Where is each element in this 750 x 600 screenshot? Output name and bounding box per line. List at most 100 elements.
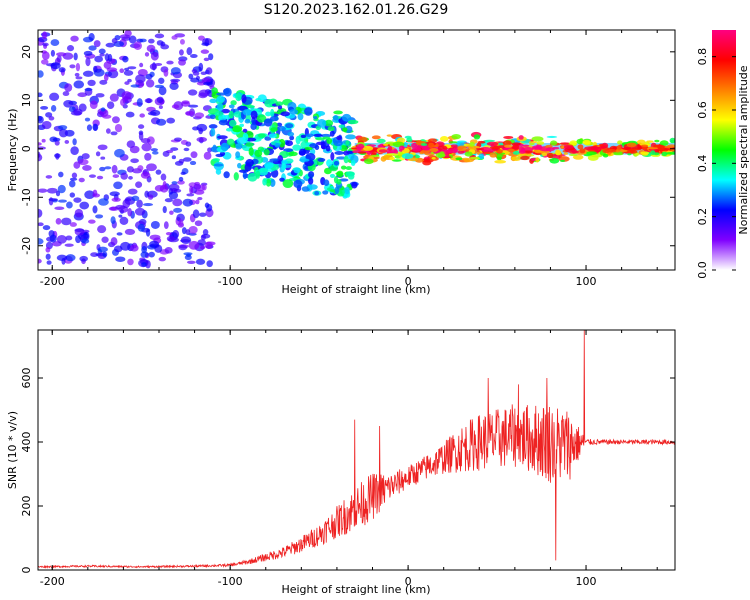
spectrogram-blob bbox=[75, 76, 83, 80]
spectrogram-blob bbox=[89, 100, 98, 110]
spectrogram-blob bbox=[48, 116, 55, 121]
spectrogram-blob bbox=[70, 110, 82, 116]
spectrogram-blob bbox=[196, 137, 208, 143]
colorbar-tick-label: 0.0 bbox=[696, 261, 709, 279]
spectrogram-blob bbox=[64, 243, 74, 247]
spectrogram-blob bbox=[75, 62, 81, 72]
spectrogram-blob bbox=[169, 210, 174, 215]
spectrogram-blob bbox=[92, 123, 99, 132]
spectrogram-blob bbox=[455, 157, 463, 161]
spectrogram-blob bbox=[640, 146, 648, 150]
spectrogram-blob bbox=[137, 223, 145, 232]
spectrogram-blob bbox=[84, 117, 91, 122]
spectrogram-y-tick-label: -10 bbox=[20, 188, 33, 206]
spectrogram-blob bbox=[135, 74, 146, 84]
spectrogram-blob bbox=[69, 177, 78, 181]
spectrogram-blob bbox=[120, 172, 128, 180]
spectrogram-blob bbox=[99, 166, 106, 172]
spectrogram-blob bbox=[95, 151, 101, 157]
spectrogram-blob bbox=[334, 151, 345, 155]
spectrogram-blob bbox=[288, 151, 298, 157]
spectrogram-blob bbox=[104, 53, 110, 62]
spectrogram-blob bbox=[119, 68, 125, 74]
spectrogram-blob bbox=[155, 118, 167, 126]
snr-x-tick-label: 0 bbox=[405, 575, 412, 588]
spectrogram-blob bbox=[313, 133, 323, 137]
spectrogram-blob bbox=[406, 137, 413, 143]
spectrogram-blob bbox=[162, 181, 167, 190]
spectrogram-blob bbox=[38, 188, 48, 193]
colorbar-ticks: 0.0 0.2 0.4 0.6 0.8 bbox=[696, 48, 736, 279]
spectrogram-blob bbox=[122, 199, 131, 209]
spectrogram-blob bbox=[364, 158, 374, 165]
spectrogram-blob bbox=[344, 125, 353, 134]
spectrogram-blob bbox=[180, 171, 186, 176]
spectrogram-blob bbox=[182, 198, 193, 207]
spectrogram-blob bbox=[576, 138, 584, 145]
spectrogram-blob bbox=[48, 198, 58, 202]
spectrogram-blob bbox=[479, 147, 492, 152]
spectrogram-blob bbox=[192, 71, 200, 76]
spectrogram-blob bbox=[58, 199, 67, 203]
spectrogram-blob bbox=[200, 234, 206, 241]
spectrogram-blob bbox=[378, 149, 388, 153]
spectrogram-blob bbox=[52, 137, 61, 142]
spectrogram-blob bbox=[42, 42, 49, 47]
spectrogram-blob bbox=[58, 128, 68, 138]
spectrogram-blob bbox=[451, 134, 462, 140]
spectrogram-blob bbox=[56, 234, 67, 244]
spectrogram-blob bbox=[82, 164, 92, 171]
spectrogram-blob bbox=[209, 114, 216, 120]
spectrogram-blob bbox=[137, 165, 144, 171]
spectrogram-blob bbox=[180, 39, 185, 45]
spectrogram-blob bbox=[46, 260, 52, 265]
spectrogram-blob bbox=[531, 136, 544, 142]
spectrogram-blob bbox=[329, 130, 335, 137]
spectrogram-blob bbox=[181, 227, 187, 235]
spectrogram-blob bbox=[136, 199, 143, 208]
spectrogram-blob bbox=[194, 220, 203, 227]
spectrogram-blob bbox=[278, 125, 286, 132]
spectrogram-blob bbox=[350, 159, 356, 166]
spectrogram-y-tick-label: 0 bbox=[20, 145, 33, 152]
spectrogram-blob bbox=[50, 49, 55, 57]
spectrogram-blob bbox=[636, 139, 646, 145]
spectrogram-blob bbox=[339, 178, 349, 182]
spectrogram-blob bbox=[203, 81, 213, 86]
spectrogram-blob bbox=[127, 208, 132, 217]
spectrogram-blob bbox=[265, 111, 272, 117]
spectrogram-blob bbox=[264, 99, 275, 108]
spectrogram-blob bbox=[322, 136, 331, 140]
spectrogram-blob bbox=[250, 123, 257, 131]
spectrogram-blob bbox=[287, 131, 295, 137]
spectrogram-blob bbox=[79, 255, 88, 262]
spectrogram-blob bbox=[669, 137, 675, 144]
spectrogram-blob bbox=[139, 38, 147, 43]
spectrogram-blob bbox=[188, 225, 198, 234]
spectrogram-blob bbox=[449, 141, 458, 144]
spectrogram-blob bbox=[180, 236, 192, 244]
spectrogram-blob bbox=[198, 62, 204, 72]
spectrogram-blob bbox=[144, 98, 153, 104]
spectrogram-blob bbox=[626, 142, 637, 148]
spectrogram-blob bbox=[386, 134, 393, 137]
spectrogram-blob bbox=[98, 198, 109, 206]
spectrogram-blob bbox=[541, 152, 548, 157]
spectrogram-blob bbox=[201, 42, 210, 46]
spectrogram-blob bbox=[195, 199, 200, 205]
spectrogram-blob bbox=[113, 181, 123, 190]
spectrogram-blob bbox=[41, 59, 49, 65]
spectrogram-blob bbox=[235, 151, 241, 159]
spectrogram-blob bbox=[229, 119, 237, 127]
spectrogram-x-tick-label: -200 bbox=[40, 275, 65, 288]
spectrogram-blob bbox=[536, 141, 545, 145]
spectrogram-blob bbox=[439, 135, 449, 142]
spectrogram-blob bbox=[352, 150, 360, 154]
snr-panel: -200 -100 0 100 0 200 400 600 Height of straig… bbox=[6, 329, 676, 596]
spectrogram-blob bbox=[242, 128, 248, 133]
spectrogram-blob bbox=[478, 153, 485, 160]
spectrogram-blob bbox=[333, 160, 340, 166]
spectrogram-blob bbox=[371, 135, 381, 140]
spectrogram-blob bbox=[139, 62, 144, 68]
spectrogram-blob bbox=[104, 166, 112, 170]
